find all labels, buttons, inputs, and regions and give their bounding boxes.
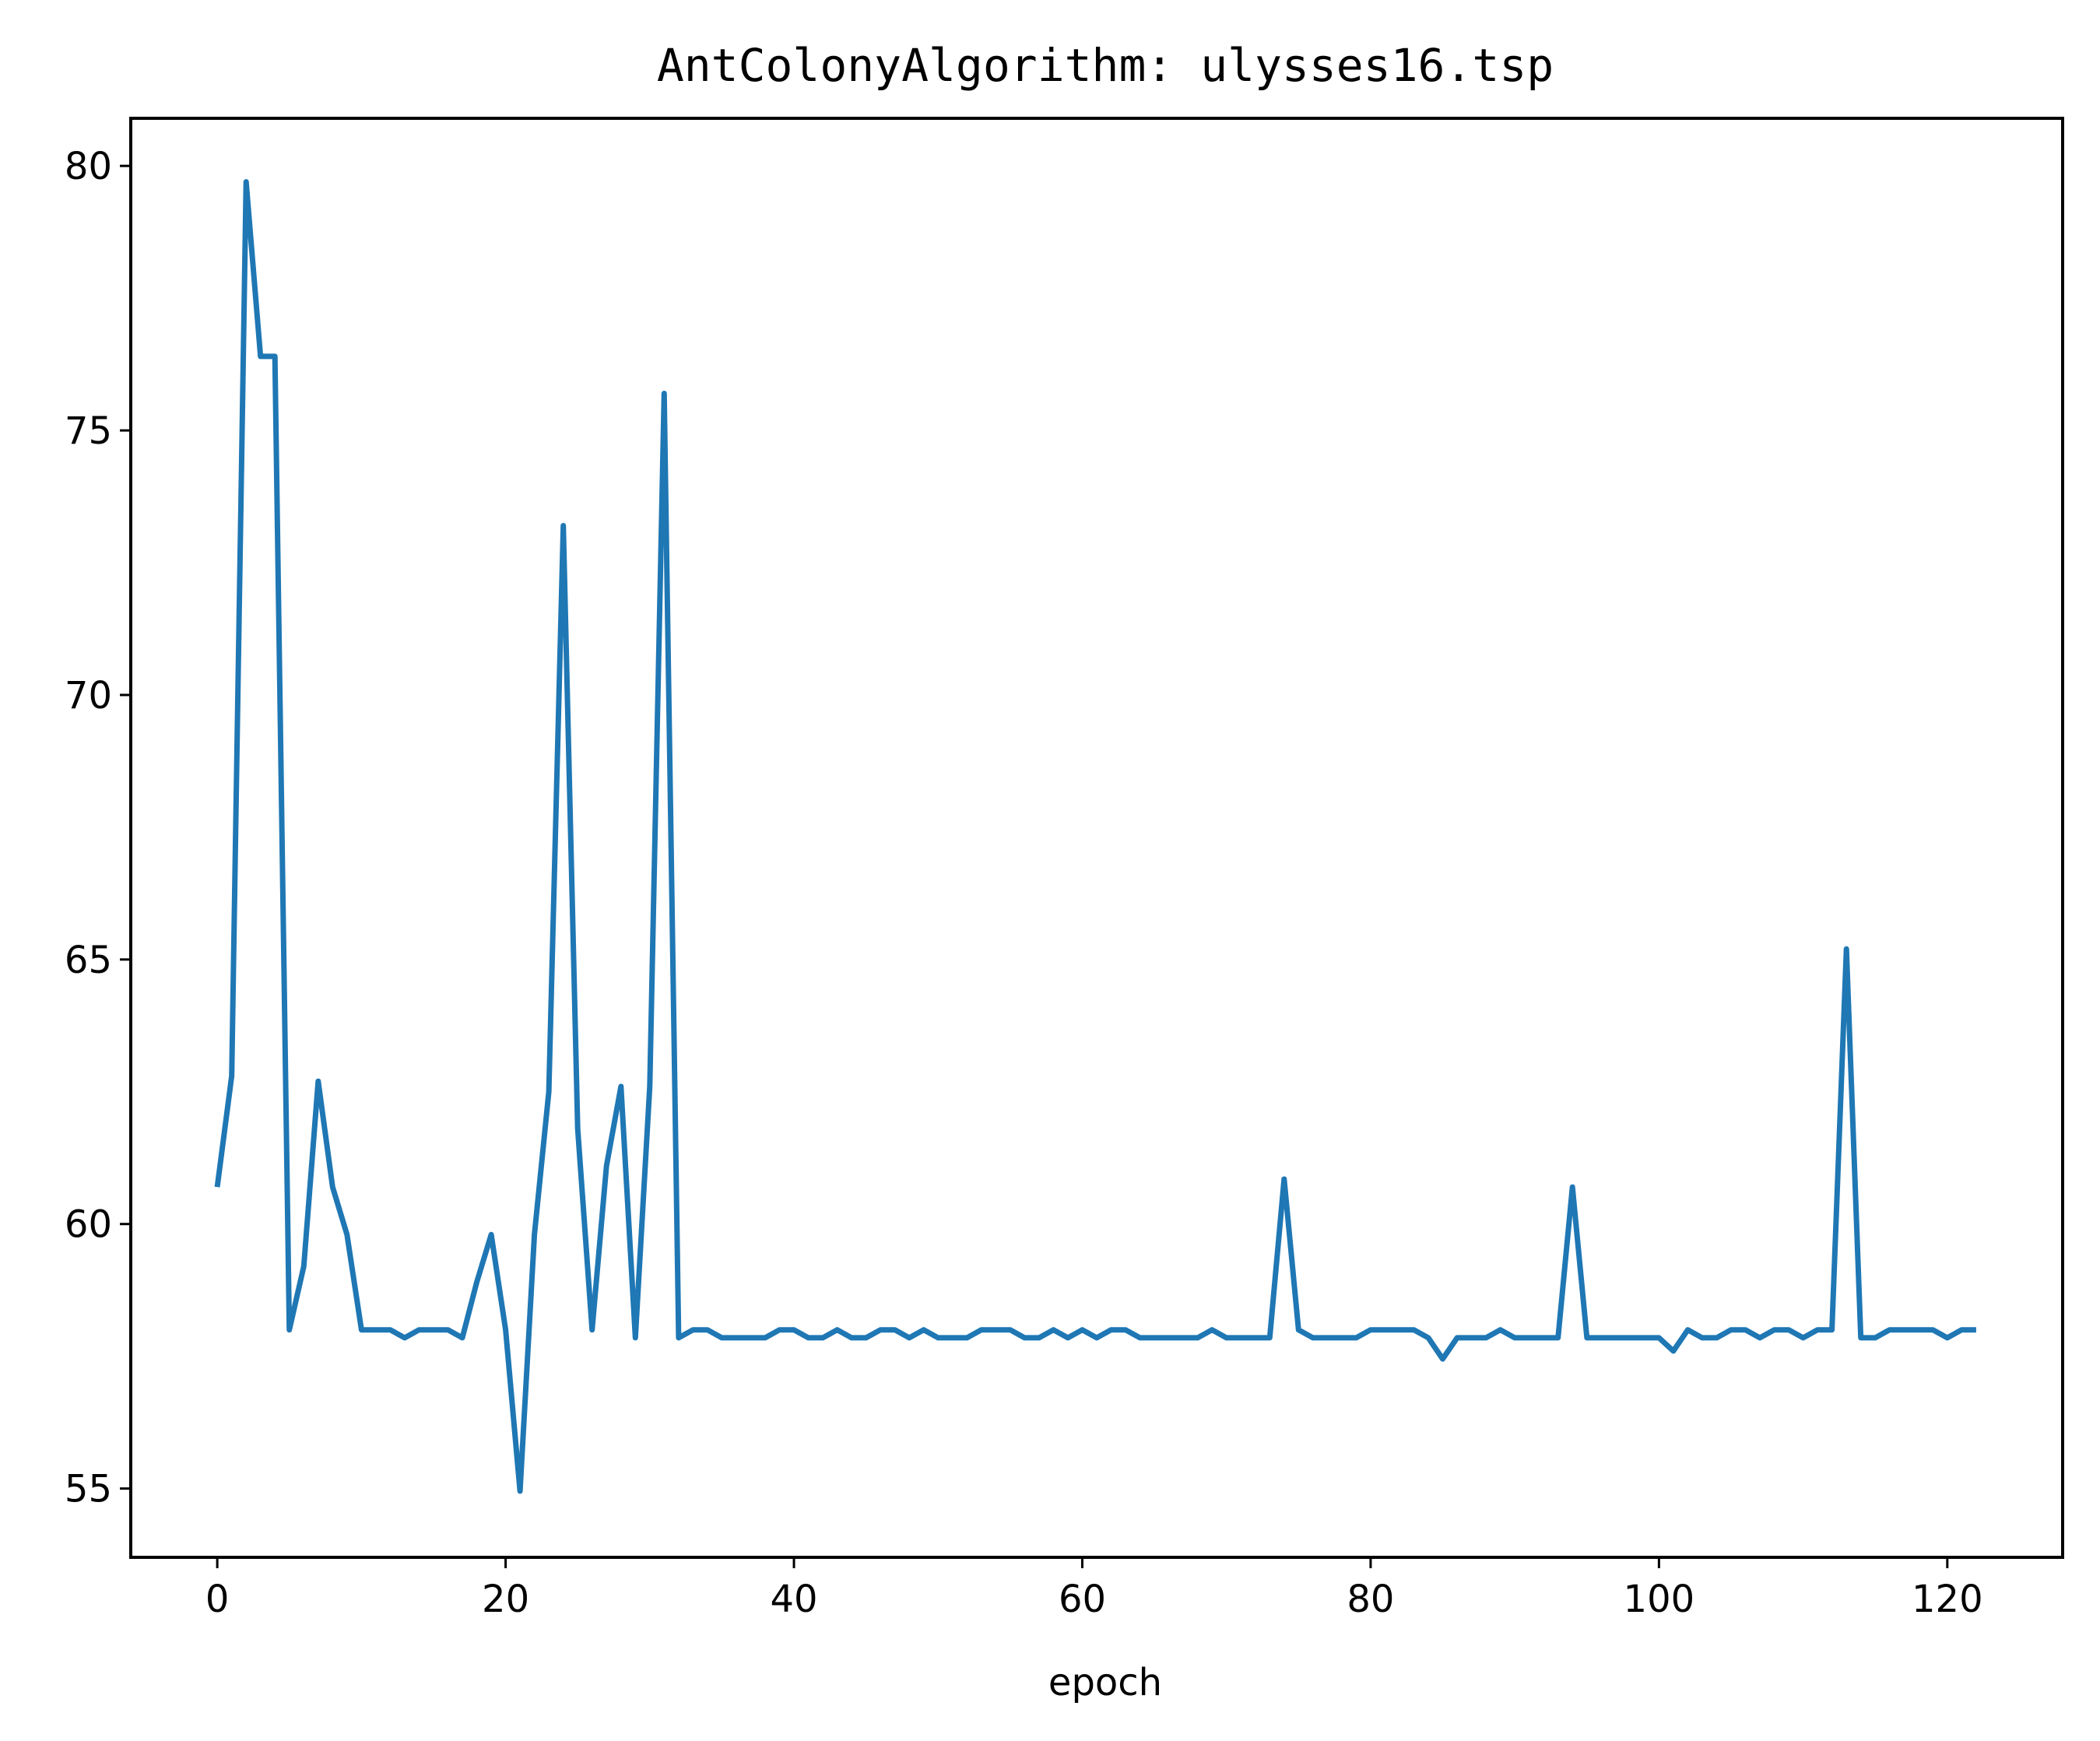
- x-axis-ticks: 0 20 40 60 80 100 120: [205, 1557, 1983, 1621]
- x-tick-label: 40: [770, 1578, 817, 1621]
- x-tick-label: 60: [1059, 1578, 1106, 1621]
- chart-title: AntColonyAlgorithm: ulysses16.tsp: [657, 39, 1554, 92]
- x-tick-label: 120: [1912, 1578, 1983, 1621]
- y-tick-label: 55: [65, 1468, 112, 1511]
- series-line-0: [214, 179, 1976, 1494]
- x-tick-label: 20: [482, 1578, 529, 1621]
- x-axis-label: epoch: [1048, 1661, 1162, 1704]
- y-axis-ticks: 55 60 65 70 75 80: [65, 145, 131, 1511]
- y-tick-label: 70: [65, 674, 112, 718]
- y-tick-label: 65: [65, 939, 112, 982]
- y-tick-label: 60: [65, 1203, 112, 1247]
- x-tick-label: 80: [1347, 1578, 1394, 1621]
- y-tick-label: 80: [65, 145, 112, 188]
- y-tick-label: 75: [65, 409, 112, 453]
- axes-frame: [129, 117, 2064, 1559]
- x-tick-label: 100: [1624, 1578, 1695, 1621]
- plot-area: [214, 179, 1976, 1494]
- x-tick-label: 0: [205, 1578, 230, 1621]
